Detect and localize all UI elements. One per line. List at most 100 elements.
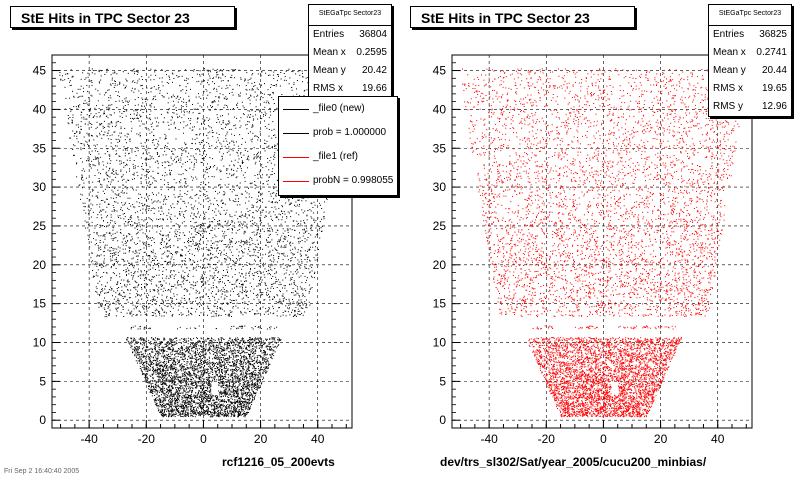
- hit-point: [104, 113, 105, 115]
- hit-point: [245, 289, 247, 291]
- hit-point: [208, 143, 210, 145]
- hit-point: [255, 377, 257, 379]
- hit-point: [179, 405, 181, 407]
- hit-point: [220, 377, 222, 379]
- hit-point: [304, 288, 306, 290]
- hit-point: [243, 374, 245, 376]
- hit-point: [162, 383, 164, 385]
- hit-point: [260, 374, 262, 376]
- hit-point: [154, 395, 156, 396]
- hit-point: [285, 315, 287, 317]
- hit-point: [298, 314, 300, 316]
- hit-point: [228, 406, 230, 408]
- hit-point: [250, 374, 252, 376]
- hit-point: [167, 372, 168, 374]
- hit-point: [148, 181, 150, 183]
- hit-point: [254, 384, 256, 386]
- hit-point: [221, 371, 223, 373]
- hit-point: [155, 383, 157, 385]
- hit-point: [172, 153, 174, 155]
- hit-point: [257, 294, 259, 296]
- hit-point: [205, 396, 207, 398]
- hit-point: [232, 412, 234, 413]
- hit-point: [109, 158, 110, 160]
- hit-point: [190, 380, 192, 382]
- hit-point: [176, 375, 178, 377]
- hit-point: [140, 177, 142, 179]
- hit-point: [104, 247, 106, 249]
- hit-point: [261, 346, 263, 348]
- hit-point: [161, 341, 163, 343]
- hit-point: [157, 385, 159, 387]
- hit-point: [239, 258, 241, 259]
- hit-point: [95, 195, 97, 197]
- hit-point: [293, 294, 295, 296]
- hit-point: [223, 209, 225, 211]
- hit-point: [307, 77, 309, 78]
- hit-point: [274, 202, 276, 204]
- hit-point: [209, 278, 211, 280]
- hit-point: [178, 348, 180, 350]
- hit-point: [248, 385, 250, 387]
- hit-point: [191, 253, 193, 255]
- hit-point: [148, 255, 150, 257]
- hit-point: [123, 84, 125, 86]
- hit-point: [200, 386, 202, 387]
- hit-point: [120, 217, 122, 219]
- hit-point: [232, 94, 234, 96]
- hit-point: [213, 362, 214, 364]
- hit-point: [171, 372, 173, 374]
- hit-point: [245, 215, 247, 217]
- hit-point: [203, 90, 205, 92]
- hit-point: [189, 389, 191, 391]
- hit-point: [128, 297, 130, 299]
- hit-point: [242, 214, 244, 216]
- hit-point: [260, 341, 262, 343]
- hit-point: [240, 391, 242, 393]
- hit-point: [165, 138, 167, 139]
- hit-point: [193, 385, 195, 386]
- hit-point: [178, 412, 179, 414]
- hit-point: [193, 374, 195, 376]
- hit-point: [141, 108, 143, 110]
- hit-point: [238, 293, 240, 295]
- hit-point: [232, 410, 234, 412]
- hit-point: [144, 233, 146, 235]
- hit-point: [240, 414, 242, 416]
- hit-point: [174, 304, 176, 306]
- hit-point: [185, 183, 187, 185]
- hit-point: [222, 128, 224, 130]
- hit-point: [271, 286, 273, 287]
- hit-point: [147, 262, 149, 264]
- hit-point: [179, 193, 181, 195]
- hit-point: [140, 183, 142, 185]
- hit-point: [253, 396, 255, 398]
- hit-point: [118, 300, 120, 302]
- hit-point: [207, 409, 209, 411]
- hit-point: [138, 352, 140, 354]
- hit-point: [199, 74, 201, 76]
- hit-point: [152, 300, 153, 302]
- hit-point: [248, 249, 249, 251]
- hit-point: [105, 145, 107, 147]
- hit-point: [237, 167, 239, 169]
- hit-point: [116, 121, 118, 123]
- hit-point: [292, 301, 294, 303]
- hit-point: [209, 77, 211, 79]
- hit-point: [161, 162, 163, 164]
- hit-point: [183, 409, 185, 411]
- hit-point: [251, 220, 253, 222]
- hit-point: [221, 365, 223, 367]
- hit-point: [206, 399, 208, 401]
- hit-point: [293, 280, 295, 282]
- hit-point: [232, 188, 234, 190]
- hit-point: [159, 305, 161, 307]
- hit-point: [266, 291, 268, 293]
- hit-point: [120, 170, 122, 172]
- hit-point: [323, 211, 325, 213]
- hit-point: [140, 362, 142, 364]
- hit-point: [204, 348, 205, 350]
- hit-point: [129, 138, 131, 140]
- hit-point: [174, 379, 176, 381]
